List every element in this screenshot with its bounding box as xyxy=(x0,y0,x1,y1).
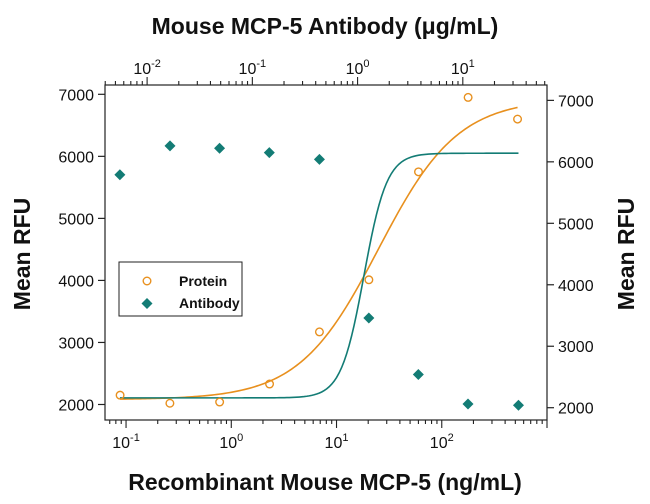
data-point-protein xyxy=(215,397,225,407)
x-tick-label: 102 xyxy=(430,432,454,452)
data-point-antibody xyxy=(412,369,424,381)
data-point-protein xyxy=(513,114,523,124)
legend-label-protein: Protein xyxy=(179,273,227,289)
y-tick-label-right: 7000 xyxy=(558,93,594,110)
data-point-antibody xyxy=(363,312,375,324)
data-point-antibody xyxy=(114,169,126,181)
data-point-antibody xyxy=(512,399,524,411)
y-tick-label-left: 4000 xyxy=(58,273,94,290)
top-axis-title: Mouse MCP-5 Antibody (μg/mL) xyxy=(152,13,499,39)
data-point-protein xyxy=(115,390,125,400)
legend: Protein Antibody xyxy=(118,261,243,317)
data-point-protein xyxy=(314,327,324,337)
data-point-protein xyxy=(413,167,423,177)
x-tick-label: 101 xyxy=(325,432,349,452)
legend-label-antibody: Antibody xyxy=(179,295,240,311)
y-tick-label-right: 4000 xyxy=(558,278,594,295)
y-tick-label-left: 5000 xyxy=(58,211,94,228)
axis-ticks: 2000 3000 4000 5000 6000 7000 2000 3000 4000 5000… xyxy=(58,58,593,452)
y-tick-label-right: 5000 xyxy=(558,216,594,233)
legend-marker-protein xyxy=(142,276,152,286)
x-tick-label: 10-2 xyxy=(133,58,161,78)
data-point-protein xyxy=(165,398,175,408)
y-tick-label-left: 3000 xyxy=(58,335,94,352)
data-point-antibody xyxy=(164,140,176,152)
fit-curve-antibody xyxy=(119,152,519,399)
data-points xyxy=(114,92,524,411)
data-point-protein xyxy=(463,92,473,102)
fit-curve-protein xyxy=(120,106,518,400)
legend-marker-antibody xyxy=(141,298,153,309)
x-tick-label: 101 xyxy=(451,58,475,78)
data-point-protein xyxy=(364,275,374,285)
fit-curves xyxy=(119,106,519,400)
data-point-protein xyxy=(265,379,275,389)
x-axis-title: Recombinant Mouse MCP-5 (ng/mL) xyxy=(128,469,522,495)
x-tick-label: 100 xyxy=(219,432,243,452)
data-point-antibody xyxy=(263,147,275,159)
x-tick-label: 100 xyxy=(346,58,370,78)
data-point-antibody xyxy=(214,142,226,154)
y-tick-label-right: 3000 xyxy=(558,339,594,356)
data-point-antibody xyxy=(313,153,325,165)
y-tick-label-left: 2000 xyxy=(58,397,94,414)
data-point-antibody xyxy=(462,398,474,410)
y-axis-title-right: Mean RFU xyxy=(613,198,639,310)
y-tick-label-right: 2000 xyxy=(558,401,594,418)
x-tick-label: 10-1 xyxy=(112,432,140,452)
y-axis-title-left: Mean RFU xyxy=(9,198,35,310)
plot-area-frame xyxy=(104,84,548,421)
x-tick-label: 10-1 xyxy=(239,58,267,78)
y-tick-label-right: 6000 xyxy=(558,155,594,172)
legend-box xyxy=(118,261,243,317)
y-tick-label-left: 7000 xyxy=(58,87,94,104)
y-tick-label-left: 6000 xyxy=(58,149,94,166)
